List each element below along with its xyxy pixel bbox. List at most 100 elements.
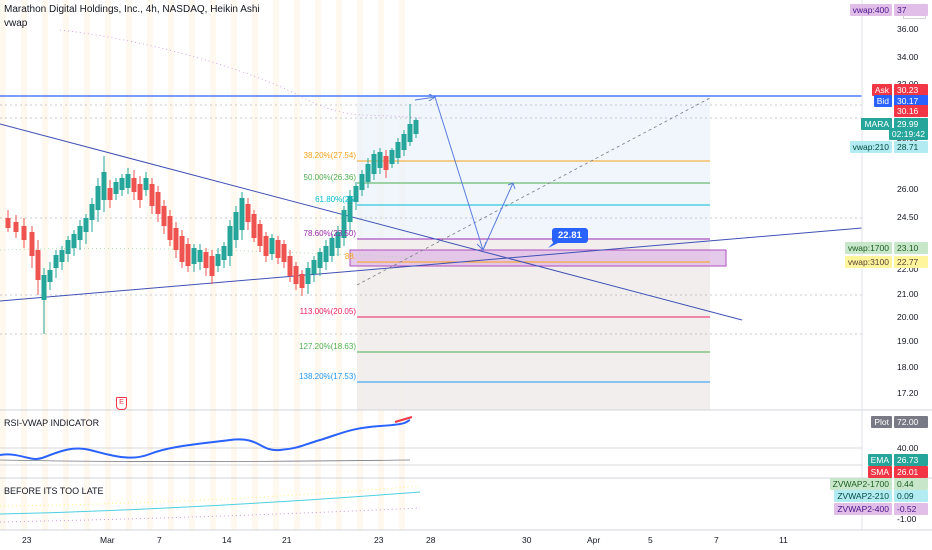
candle-body [41,275,47,300]
earnings-marker[interactable]: E [116,397,127,410]
zvwap-panel-title[interactable]: BEFORE ITS TOO LATE [4,486,104,496]
time-tick: 11 [779,535,788,545]
fib-label: 138.20%(17.53) [299,372,356,381]
candle-body [179,236,185,262]
session-shade [0,0,6,530]
price-callout[interactable]: 22.81 [552,228,588,243]
candle-body [299,274,305,288]
time-tick: Apr [587,535,601,545]
candle-body [329,238,335,256]
time-tick: 23 [22,535,32,545]
tag-value: -0.52 [894,503,928,515]
tag-value: 28.71 [894,141,928,153]
price-tick: 18.00 [897,362,919,372]
fib-label: 113.00%(20.05) [299,307,356,316]
session-shade [21,0,27,530]
candle-body [227,226,233,256]
candle-body [251,214,257,238]
price-tick: 20.00 [897,312,919,322]
candle-body [221,246,227,260]
candle-body [119,178,125,190]
candle-body [47,270,53,282]
time-tick: 14 [222,535,232,545]
tag-value: 37 [894,4,928,16]
tag-label: MARA [861,118,892,130]
candle-body [155,192,161,214]
candle-body [203,252,209,268]
candle-body [101,172,107,200]
session-shade [63,0,69,530]
rsi-panel-title[interactable]: RSI-VWAP INDICATOR [4,418,100,428]
price-tick: 21.00 [897,289,919,299]
time-tick: 7 [157,535,162,545]
candle-body [131,178,137,192]
candle-body [275,240,281,258]
rsi-sma [0,459,411,462]
candle-body [89,204,95,220]
candle-body [13,222,19,232]
candle-body [53,255,59,268]
tag-label: ZVWAP2-400 [834,503,892,515]
time-tick: Mar [100,535,115,545]
chart-title: Marathon Digital Holdings, Inc., 4h, NAS… [4,4,260,15]
candle-body [401,134,407,150]
panel-tick: 40.00 [897,443,919,453]
candle-body [281,244,287,262]
fib-label: 38.20%(27.54) [303,151,356,160]
candle-body [77,226,83,240]
tag-label: vwap:3100 [844,256,892,268]
candle-body [125,174,131,188]
tag-value: 30.23 [894,84,928,96]
arrow-head [507,182,516,190]
tag-label: Ask [871,84,892,96]
candle-body [359,174,365,190]
indicator-label[interactable]: vwap [4,18,28,29]
trendline-upper [0,123,743,321]
session-shade [273,0,279,530]
session-shade [294,0,300,530]
tag-label: EMA [867,454,892,466]
candle-body [389,150,395,164]
candle-body [209,256,215,276]
time-tick: 23 [374,535,384,545]
tag-value: 02:19:42 [888,128,928,140]
tag-value: 29.99 [894,118,928,130]
candle-body [71,234,77,248]
candle-body [317,252,323,268]
projected-path [414,96,514,252]
candle-body [161,206,167,226]
candle-body [335,232,341,248]
session-shade [168,0,174,530]
candle-body [197,250,203,262]
tag-label: ZVWAP2-210 [834,490,892,502]
candle-body [395,142,401,158]
candle-body [95,186,101,210]
fib-label: 88. [344,252,356,261]
candle-body [29,232,35,256]
session-shade [126,0,132,530]
tag-value: 26.01 [894,466,928,478]
tag-label: vwap:1700 [844,242,892,254]
session-shade [147,0,153,530]
candle-body [257,224,263,246]
tag-label: vwap:210 [849,141,892,153]
zvwap-210-line [0,491,421,515]
candle-body [377,152,383,168]
tag-value: 22.77 [894,256,928,268]
candle-body [5,218,11,228]
candle-body [341,210,347,238]
candle-body [185,244,191,266]
candle-body [353,186,359,202]
candle-body [167,216,173,240]
price-tick: 17.20 [897,388,919,398]
tag-label: Plot [871,416,892,428]
candle-body [191,248,197,264]
tag-label: ZVWAP2-1700 [829,478,892,490]
candle-body [287,256,293,276]
tag-value: 72.00 [894,416,928,428]
candle-body [407,124,413,142]
time-tick: 21 [282,535,292,545]
price-tick: 26.00 [897,184,919,194]
candle-body [107,188,113,200]
